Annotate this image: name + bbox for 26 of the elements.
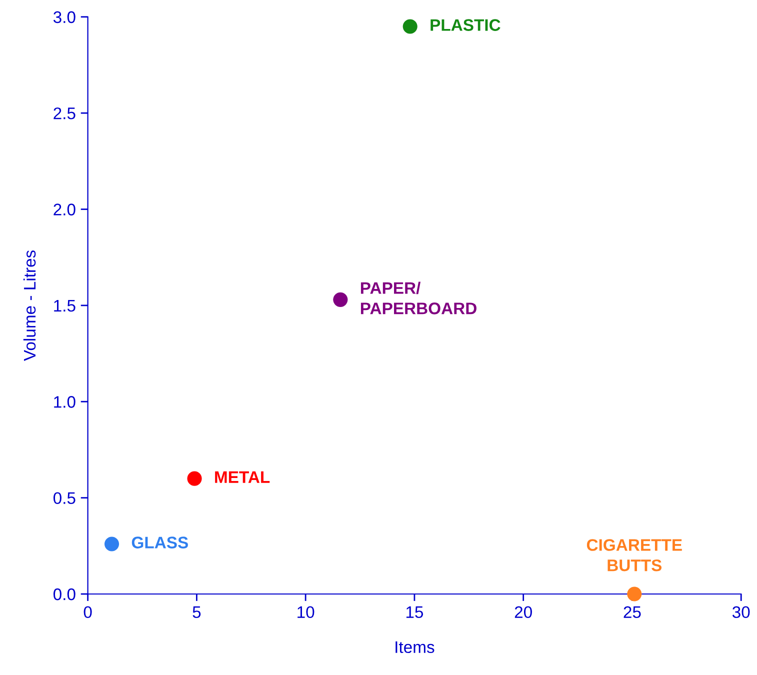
point	[187, 471, 202, 486]
series-label: GLASS	[132, 536, 188, 548]
y-tick-label: 1.5	[54, 300, 76, 312]
point	[402, 19, 418, 34]
series-label: PLASTIC	[430, 19, 500, 31]
y-axis-title: Volume - Litres	[23, 250, 36, 361]
series-label: PAPER/ PAPERBOARD	[360, 282, 476, 314]
x-tick-label: 30	[732, 606, 750, 618]
x-tick-label: 15	[406, 606, 424, 618]
y-tick-label: 2.0	[54, 204, 76, 216]
series-label: METAL	[215, 471, 270, 483]
x-tick-label: 10	[298, 606, 314, 618]
point	[104, 536, 120, 552]
y-tick-label: 0.5	[53, 492, 76, 504]
point	[627, 586, 642, 602]
x-tick-label: 25	[624, 606, 641, 618]
series-label: CIGARETTE BUTTS	[586, 539, 682, 572]
x-tick-label: 20	[514, 606, 532, 618]
y-tick-label: 2.5	[54, 107, 76, 120]
y-tick-label: 1.0	[54, 396, 76, 408]
y-tick-label: 3.0	[53, 11, 76, 24]
x-axis-title: Items	[396, 641, 434, 654]
x-tick-label: 5	[192, 606, 201, 618]
y-tick-label: 0.0	[53, 588, 76, 600]
point	[333, 292, 348, 307]
x-tick-label: 0	[84, 606, 92, 618]
